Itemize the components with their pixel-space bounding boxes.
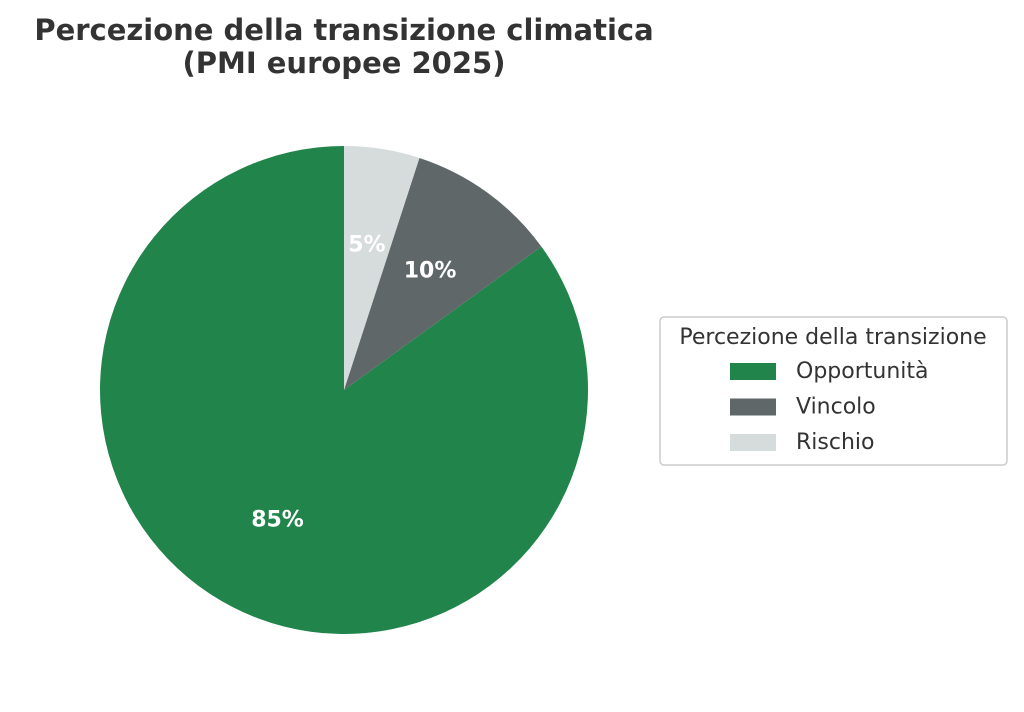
pie-slice-label: 10% (404, 259, 457, 284)
legend-swatch (730, 363, 776, 380)
chart-subtitle: (PMI europee 2025) (183, 46, 506, 80)
legend-swatch (730, 434, 776, 451)
legend-items: Opportunità Vincolo Rischio (730, 359, 928, 455)
pie-slices (99, 146, 589, 634)
pie-slice-label: 85% (251, 507, 304, 532)
legend-swatch (730, 398, 776, 416)
legend-box (659, 316, 1008, 466)
legend-label: Opportunità (796, 359, 928, 384)
legend-label: Vincolo (796, 395, 876, 420)
pie-slice-vincolo (344, 157, 542, 390)
pie-slice-labels: 85% 10% 5% (251, 232, 456, 532)
legend-title: Percezione della transizione (679, 325, 986, 350)
pie-slice-label: 5% (348, 232, 385, 257)
legend: Percezione della transizione Opportunità… (659, 316, 1008, 466)
pie-slice-rischio (344, 146, 420, 390)
legend-label: Rischio (796, 430, 874, 455)
chart-title: Percezione della transizione climatica (34, 13, 653, 47)
